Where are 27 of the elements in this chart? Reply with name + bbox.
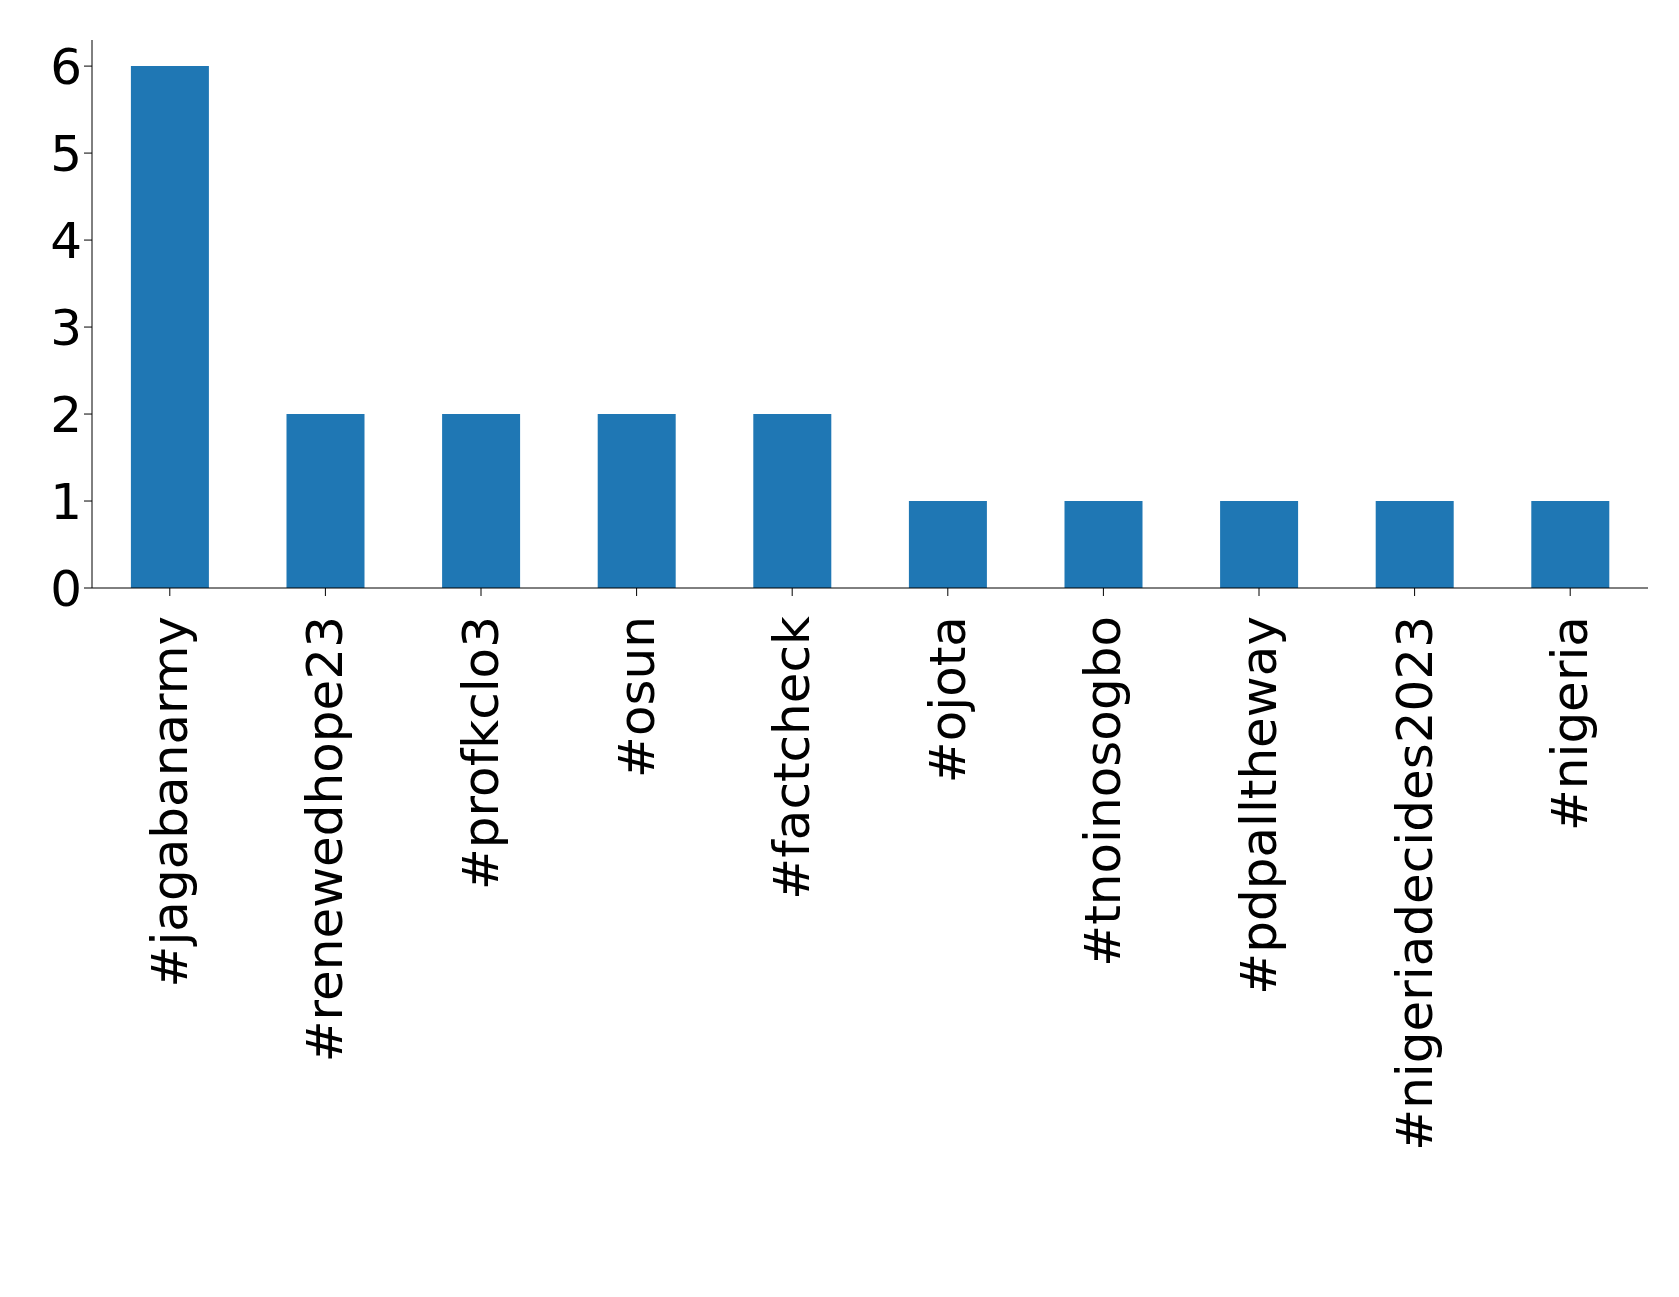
y-tick-label: 5 bbox=[50, 124, 82, 183]
bar bbox=[286, 414, 365, 588]
x-tick-label: #tnoinosogbo bbox=[1074, 616, 1133, 967]
bar bbox=[130, 66, 209, 588]
x-tick-label: #nigeria bbox=[1541, 616, 1600, 832]
bar bbox=[908, 501, 987, 588]
bar bbox=[1375, 501, 1454, 588]
y-tick-label: 2 bbox=[50, 385, 82, 444]
x-tick-label: #pdpalltheway bbox=[1230, 616, 1288, 995]
bar bbox=[1531, 501, 1610, 588]
y-tick-label: 4 bbox=[50, 211, 82, 270]
x-tick-label: #profkclo3 bbox=[452, 616, 510, 891]
y-tick-label: 3 bbox=[50, 298, 82, 357]
bar bbox=[597, 414, 676, 588]
y-tick-label: 1 bbox=[50, 472, 82, 531]
y-tick-label: 6 bbox=[50, 37, 82, 96]
bar bbox=[1220, 501, 1299, 588]
bar bbox=[442, 414, 521, 588]
x-tick-label: #nigeriadecides2023 bbox=[1385, 616, 1444, 1151]
x-tick-label: #factcheck bbox=[763, 615, 822, 900]
y-tick-label: 0 bbox=[50, 559, 82, 618]
bar bbox=[753, 414, 832, 588]
x-tick-label: #ojota bbox=[918, 616, 977, 784]
bar bbox=[1064, 501, 1143, 588]
x-tick-label: #jagabanarmy bbox=[140, 616, 199, 988]
x-tick-label: #osun bbox=[607, 616, 666, 778]
x-tick-label: #renewedhope23 bbox=[296, 616, 355, 1063]
